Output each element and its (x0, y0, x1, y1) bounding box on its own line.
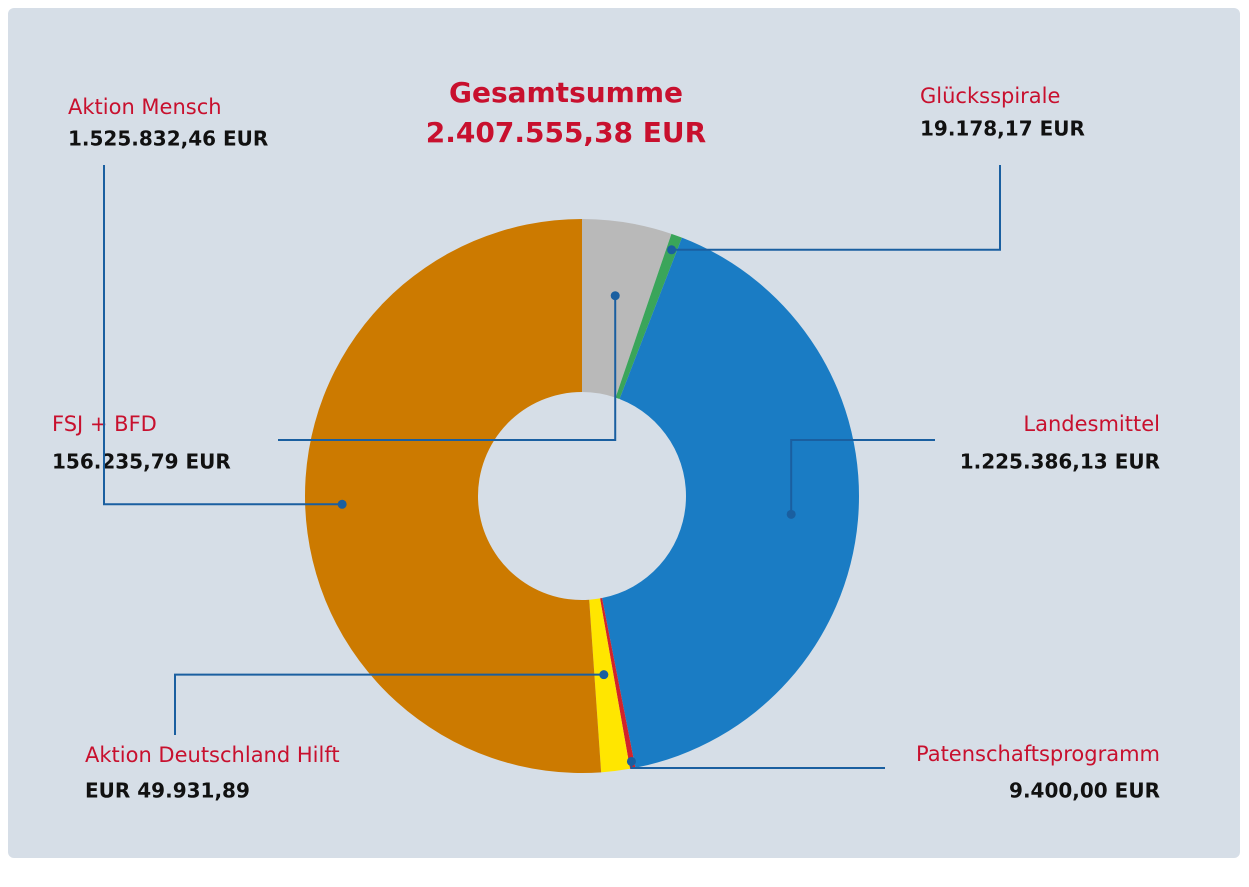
data-label: 1.225.386,13 EUR (960, 450, 1160, 474)
donut-slice (600, 598, 636, 769)
legend-label: Patenschaftsprogramm (916, 742, 1160, 766)
leader-line (103, 165, 343, 506)
leader-dot (610, 291, 620, 301)
legend-label: Aktion Mensch (68, 95, 222, 119)
data-label: EUR 49.931,89 (85, 779, 250, 803)
donut-slice (582, 219, 672, 398)
donut-slice (305, 219, 602, 773)
leader-dot (626, 756, 636, 766)
data-label: 156.235,79 EUR (52, 450, 231, 474)
leader-line (278, 295, 617, 441)
leader-dot (599, 670, 609, 680)
data-label: 1.525.832,46 EUR (68, 127, 268, 151)
leader-line (671, 165, 1001, 251)
donut-slice (602, 237, 860, 768)
legend-label: Glücksspirale (920, 84, 1060, 108)
panel (8, 8, 1240, 858)
donut-slice (589, 598, 631, 773)
chart-subtitle: 2.407.555,38 EUR (426, 116, 706, 149)
leader-line (790, 439, 935, 515)
data-label: 9.400,00 EUR (1009, 779, 1160, 803)
chart-title: Gesamtsumme (449, 76, 683, 109)
leader-dot (337, 499, 347, 509)
leader-dot (786, 509, 796, 519)
leader-line (174, 673, 604, 735)
legend-label: Landesmittel (1023, 412, 1160, 436)
data-label: 19.178,17 EUR (920, 117, 1085, 141)
donut-slice (615, 233, 682, 400)
leader-dot (667, 245, 677, 255)
legend-label: Aktion Deutschland Hilft (85, 743, 340, 767)
